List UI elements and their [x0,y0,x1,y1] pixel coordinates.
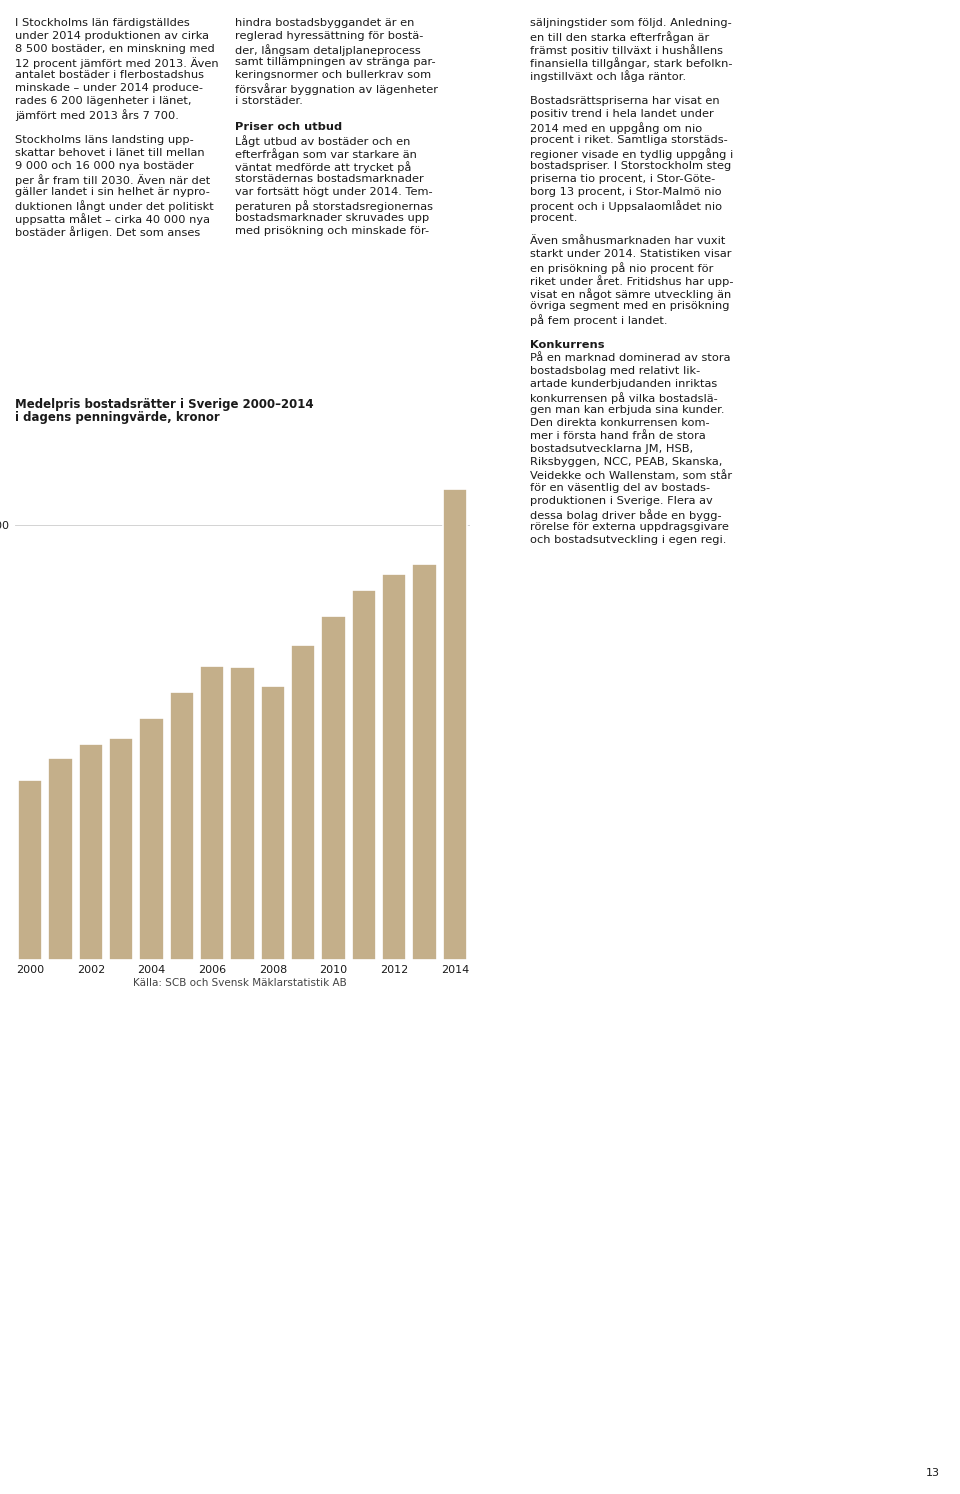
Text: Bostadsrättspriserna har visat en: Bostadsrättspriserna har visat en [530,96,720,106]
Bar [139,717,163,961]
Text: visat en något sämre utveckling än: visat en något sämre utveckling än [530,288,732,300]
Text: mer i första hand från de stora: mer i första hand från de stora [530,430,706,441]
Text: riket under året. Fritidshus har upp-: riket under året. Fritidshus har upp- [530,275,733,287]
Text: bostadspriser. I Storstockholm steg: bostadspriser. I Storstockholm steg [530,161,732,170]
Bar [322,617,346,961]
Bar [109,738,133,961]
Text: Även småhusmarknaden har vuxit: Även småhusmarknaden har vuxit [530,236,726,247]
Text: Veidekke och Wallenstam, som står: Veidekke och Wallenstam, som står [530,471,732,481]
Text: bostadsbolag med relativt lik-: bostadsbolag med relativt lik- [530,366,700,376]
Text: 13: 13 [926,1469,940,1478]
Text: Den direkta konkurrensen kom-: Den direkta konkurrensen kom- [530,418,709,427]
Bar [382,574,406,961]
Text: skattar behovet i länet till mellan: skattar behovet i länet till mellan [15,148,204,158]
Text: der, långsam detaljplaneprocess: der, långsam detaljplaneprocess [235,43,420,55]
Bar [261,686,285,961]
Bar [443,489,467,961]
Text: 9 000 och 16 000 nya bostäder: 9 000 och 16 000 nya bostäder [15,161,194,170]
Text: rades 6 200 lägenheter i länet,: rades 6 200 lägenheter i länet, [15,96,191,106]
Text: I Stockholms län färdigställdes: I Stockholms län färdigställdes [15,18,190,28]
Text: var fortsätt högt under 2014. Tem-: var fortsätt högt under 2014. Tem- [235,187,433,197]
Text: övriga segment med en prisökning: övriga segment med en prisökning [530,300,730,311]
Text: keringsnormer och bullerkrav som: keringsnormer och bullerkrav som [235,70,431,81]
Text: positiv trend i hela landet under: positiv trend i hela landet under [530,109,713,120]
Text: Priser och utbud: Priser och utbud [235,123,342,131]
Text: Stockholms läns landsting upp-: Stockholms läns landsting upp- [15,134,194,145]
Text: väntat medförde att trycket på: väntat medförde att trycket på [235,161,412,173]
Text: Riksbyggen, NCC, PEAB, Skanska,: Riksbyggen, NCC, PEAB, Skanska, [530,457,722,468]
Bar [79,744,103,961]
Text: uppsatta målet – cirka 40 000 nya: uppsatta målet – cirka 40 000 nya [15,214,210,226]
Text: en prisökning på nio procent för: en prisökning på nio procent för [530,261,713,273]
Text: bostadsmarknader skruvades upp: bostadsmarknader skruvades upp [235,214,429,223]
Text: bostadsutvecklarna JM, HSB,: bostadsutvecklarna JM, HSB, [530,444,693,454]
Text: borg 13 procent, i Stor-Malmö nio: borg 13 procent, i Stor-Malmö nio [530,187,722,197]
Text: i storstäder.: i storstäder. [235,96,302,106]
Text: Källa: SCB och Svensk Mäklarstatistik AB: Källa: SCB och Svensk Mäklarstatistik AB [133,979,347,988]
Text: efterfrågan som var starkare än: efterfrågan som var starkare än [235,148,417,160]
Text: gen man kan erbjuda sina kunder.: gen man kan erbjuda sina kunder. [530,405,725,415]
Text: jämfört med 2013 års 7 700.: jämfört med 2013 års 7 700. [15,109,179,121]
Text: reglerad hyressättning för bostä-: reglerad hyressättning för bostä- [235,31,423,40]
Bar [351,590,376,961]
Text: och bostadsutveckling i egen regi.: och bostadsutveckling i egen regi. [530,535,727,545]
Text: i dagens penningvärde, kronor: i dagens penningvärde, kronor [15,411,220,424]
Text: På en marknad dominerad av stora: På en marknad dominerad av stora [530,353,731,363]
Text: procent i riket. Samtliga storstäds-: procent i riket. Samtliga storstäds- [530,134,728,145]
Text: finansiella tillgångar, stark befolkn-: finansiella tillgångar, stark befolkn- [530,57,732,69]
Bar [18,780,42,961]
Text: regioner visade en tydlig uppgång i: regioner visade en tydlig uppgång i [530,148,733,160]
Text: procent och i Uppsalaomlådet nio: procent och i Uppsalaomlådet nio [530,200,722,212]
Text: duktionen långt under det politiskt: duktionen långt under det politiskt [15,200,214,212]
Text: en till den starka efterfrågan är: en till den starka efterfrågan är [530,31,709,43]
Text: 12 procent jämfört med 2013. Även: 12 procent jämfört med 2013. Även [15,57,219,69]
Text: priserna tio procent, i Stor-Göte-: priserna tio procent, i Stor-Göte- [530,173,715,184]
Text: produktionen i Sverige. Flera av: produktionen i Sverige. Flera av [530,496,712,506]
Text: med prisökning och minskade för-: med prisökning och minskade för- [235,226,429,236]
Text: dessa bolag driver både en bygg-: dessa bolag driver både en bygg- [530,509,722,521]
Text: Konkurrens: Konkurrens [530,341,605,350]
Text: bostäder årligen. Det som anses: bostäder årligen. Det som anses [15,226,201,238]
Text: peraturen på storstadsregionernas: peraturen på storstadsregionernas [235,200,433,212]
Text: per år fram till 2030. Även när det: per år fram till 2030. Även när det [15,173,210,185]
Bar [230,668,254,961]
Text: antalet bostäder i flerbostadshus: antalet bostäder i flerbostadshus [15,70,204,81]
Bar [48,759,73,961]
Text: gäller landet i sin helhet är nypro-: gäller landet i sin helhet är nypro- [15,187,210,197]
Text: försvårar byggnation av lägenheter: försvårar byggnation av lägenheter [235,84,438,96]
Text: på fem procent i landet.: på fem procent i landet. [530,314,667,326]
Bar [200,666,225,961]
Text: hindra bostadsbyggandet är en: hindra bostadsbyggandet är en [235,18,415,28]
Text: 2014 med en uppgång om nio: 2014 med en uppgång om nio [530,123,703,134]
Text: starkt under 2014. Statistiken visar: starkt under 2014. Statistiken visar [530,249,732,258]
Text: ingstillväxt och låga räntor.: ingstillväxt och låga räntor. [530,70,686,82]
Text: procent.: procent. [530,214,577,223]
Text: Medelpris bostadsrätter i Sverige 2000–2014: Medelpris bostadsrätter i Sverige 2000–2… [15,397,314,411]
Text: artade kunderbjudanden inriktas: artade kunderbjudanden inriktas [530,379,717,388]
Bar [291,645,315,961]
Text: storstädernas bostadsmarknader: storstädernas bostadsmarknader [235,173,423,184]
Text: rörelse för externa uppdragsgivare: rörelse för externa uppdragsgivare [530,521,729,532]
Text: 8 500 bostäder, en minskning med: 8 500 bostäder, en minskning med [15,43,215,54]
Text: för en väsentlig del av bostads-: för en väsentlig del av bostads- [530,483,710,493]
Bar [413,565,437,961]
Text: främst positiv tillväxt i hushållens: främst positiv tillväxt i hushållens [530,43,723,55]
Text: samt tillämpningen av stränga par-: samt tillämpningen av stränga par- [235,57,436,67]
Text: minskade – under 2014 produce-: minskade – under 2014 produce- [15,84,203,93]
Bar [170,692,194,961]
Text: konkurrensen på vilka bostadslä-: konkurrensen på vilka bostadslä- [530,391,718,403]
Text: Lågt utbud av bostäder och en: Lågt utbud av bostäder och en [235,134,410,146]
Text: under 2014 produktionen av cirka: under 2014 produktionen av cirka [15,31,209,40]
Text: säljningstider som följd. Anledning-: säljningstider som följd. Anledning- [530,18,732,28]
